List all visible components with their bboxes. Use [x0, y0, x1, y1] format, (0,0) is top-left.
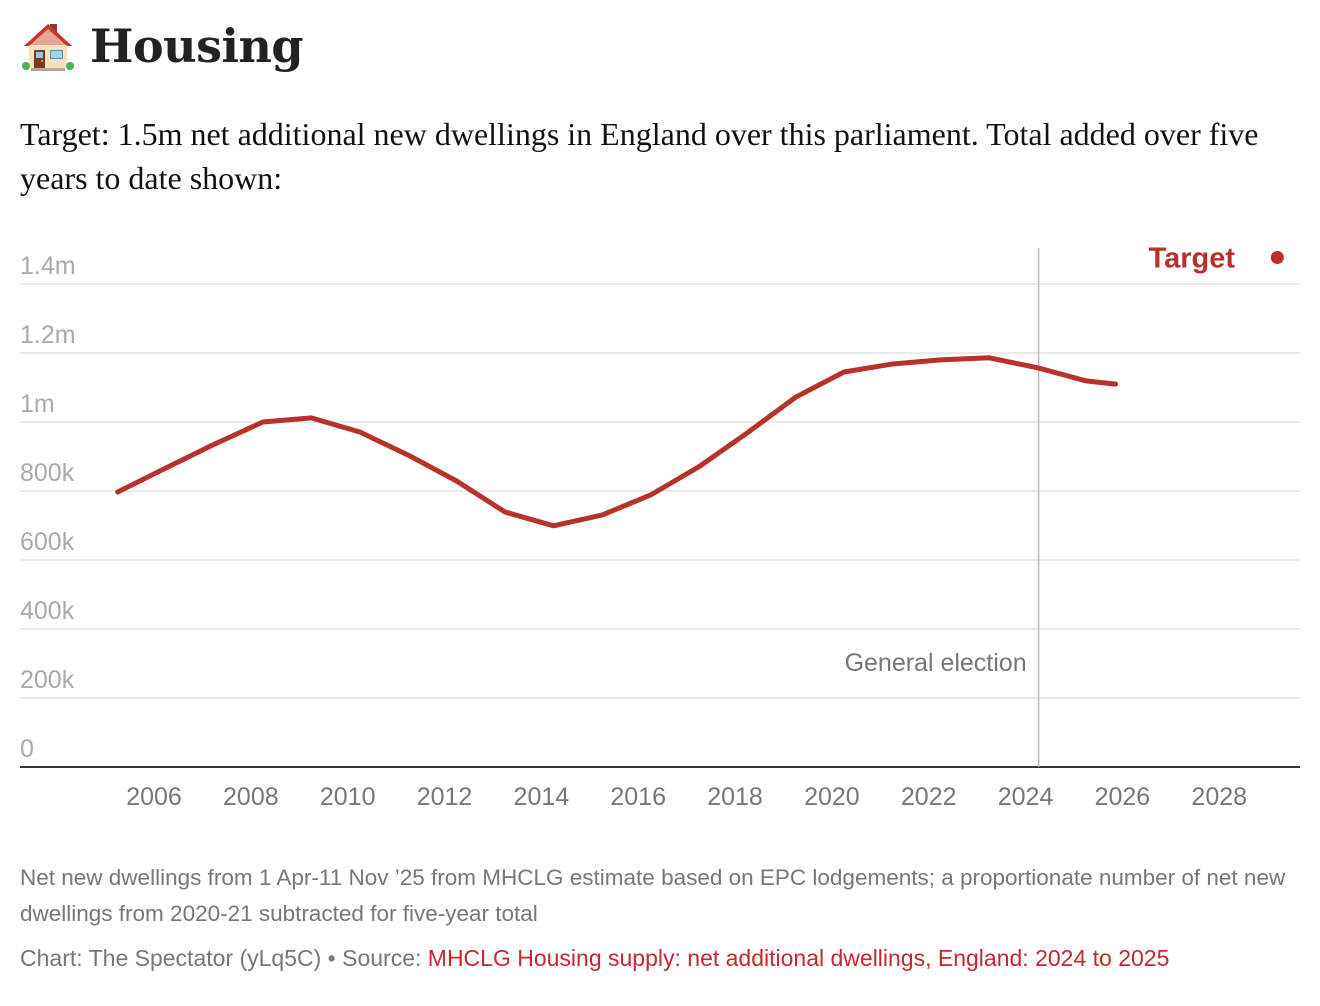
x-tick-label: 2022 — [901, 783, 957, 811]
y-tick-label: 1.2m — [20, 321, 76, 349]
series-line — [115, 355, 1119, 529]
chart-subtitle: Target: 1.5m net additional new dwelling… — [20, 116, 1259, 196]
x-tick-label: 2024 — [998, 783, 1054, 811]
x-tick-label: 2016 — [610, 783, 666, 811]
x-axis-ticks: 2006 2008 2010 2012 2014 2016 2018 2020 2022 2024… — [126, 783, 1247, 811]
x-tick-label: 2026 — [1095, 783, 1151, 811]
y-tick-label: 200k — [20, 666, 75, 694]
line-chart: 0 200k 400k 600k 800k 1m 1.2m 1.4m 2006 2008 2010… — [20, 243, 1300, 811]
y-tick-label: 600k — [20, 528, 75, 556]
y-tick-label: 1.4m — [20, 252, 76, 280]
x-tick-label: 2028 — [1191, 783, 1247, 811]
source-link[interactable]: MHCLG Housing supply: net additional dwe… — [427, 945, 1170, 971]
x-tick-label: 2018 — [707, 783, 763, 811]
general-election-label: General election — [845, 649, 1027, 677]
x-tick-label: 2012 — [417, 783, 473, 811]
chart-credit: Chart: The Spectator (yLq5C) • Source: M… — [20, 940, 1320, 976]
y-tick-label: 400k — [20, 597, 75, 625]
y-axis-ticks: 0 200k 400k 600k 800k 1m 1.2m 1.4m — [20, 252, 76, 763]
y-tick-label: 800k — [20, 459, 75, 487]
x-tick-label: 2008 — [223, 783, 279, 811]
x-tick-label: 2014 — [514, 783, 570, 811]
source-prefix: Source: — [342, 945, 428, 971]
y-tick-label: 0 — [20, 735, 34, 763]
series-group — [115, 355, 1119, 529]
page-title: Housing — [20, 18, 304, 74]
credit-separator: • — [321, 945, 343, 971]
x-tick-label: 2020 — [804, 783, 860, 811]
x-tick-label: 2006 — [126, 783, 182, 811]
y-tick-label: 1m — [20, 390, 55, 418]
house-icon — [22, 24, 74, 71]
chart-notes: Net new dwellings from 1 Apr-11 Nov ’25 … — [20, 865, 1286, 926]
target-dot — [1270, 251, 1284, 264]
chart-credit-author: Chart: The Spectator (yLq5C) — [20, 945, 322, 971]
title-text: Housing — [90, 19, 304, 73]
target-label: Target — [1149, 243, 1236, 275]
x-tick-label: 2010 — [320, 783, 376, 811]
